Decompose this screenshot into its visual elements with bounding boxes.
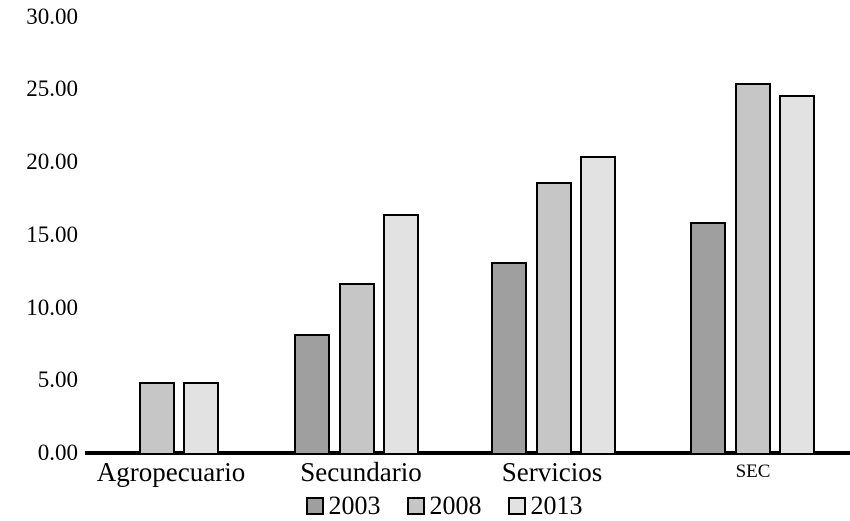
x-axis-label-servicios: Servicios <box>501 457 603 487</box>
y-axis-tick-label-10.00: 10.00 <box>26 294 78 320</box>
y-axis-tick-label-25.00: 25.00 <box>26 76 78 102</box>
bar-2008-agropecuario <box>138 381 175 455</box>
bar-2008-servicios <box>535 182 572 455</box>
legend-item-2013: 2013 <box>507 491 583 520</box>
legend-swatch-2008 <box>406 497 425 515</box>
legend-label-2003: 2003 <box>328 491 381 520</box>
bar-2008-secundario <box>338 282 375 455</box>
y-axis-tick-label-0.00: 0.00 <box>37 440 78 465</box>
bar-2013-sec <box>779 95 815 455</box>
bar-2013-agropecuario <box>183 381 219 455</box>
x-axis-label-secundario: Secundario <box>300 457 422 487</box>
x-axis-label-sec: SEC <box>735 461 771 482</box>
bar-2013-secundario <box>383 214 419 455</box>
legend-label-2013: 2013 <box>530 491 583 520</box>
y-axis-tick-label-15.00: 15.00 <box>26 221 78 247</box>
bar-2008-sec <box>734 83 771 455</box>
bar-2003-servicios <box>491 262 527 455</box>
legend-item-2008: 2008 <box>406 491 482 520</box>
x-axis-line <box>85 451 850 455</box>
y-axis-tick-label-20.00: 20.00 <box>26 149 78 174</box>
bar-2013-servicios <box>580 156 616 455</box>
y-axis-tick-label-30.00: 30.00 <box>26 3 78 29</box>
legend-swatch-2003 <box>305 497 324 515</box>
bar-2003-sec <box>690 221 726 455</box>
legend-swatch-2013 <box>507 497 526 515</box>
legend-item-2003: 2003 <box>305 491 381 520</box>
legend: 2003 2008 2013 <box>0 493 850 519</box>
bar-2003-secundario <box>294 333 330 455</box>
legend-label-2008: 2008 <box>429 491 482 520</box>
y-axis-tick-label-5.00: 5.00 <box>37 367 78 393</box>
x-axis-label-agropecuario: Agropecuario <box>96 457 246 487</box>
